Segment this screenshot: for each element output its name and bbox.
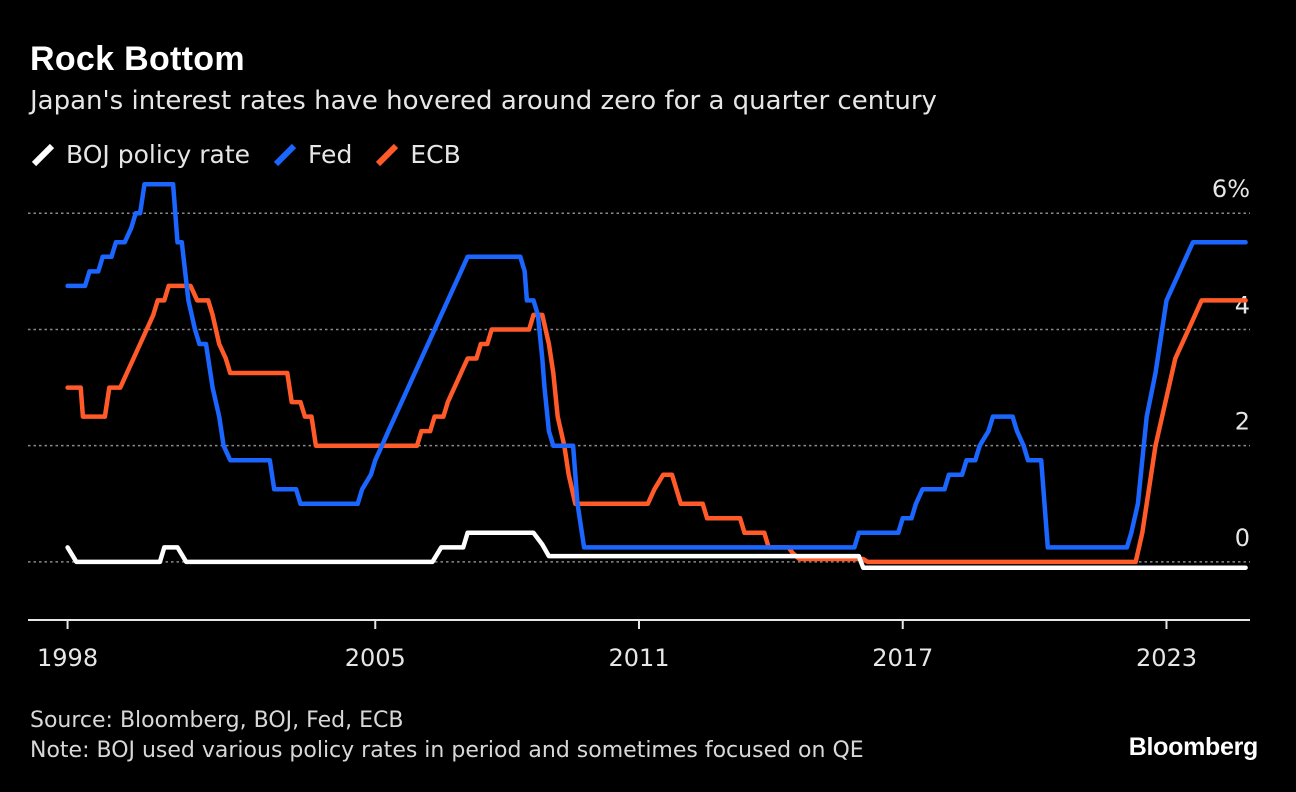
legend-item: BOJ policy rate bbox=[30, 140, 250, 169]
methodology-note: Note: BOJ used various policy rates in p… bbox=[30, 738, 864, 763]
y-tick-label: 0 bbox=[1235, 524, 1250, 552]
legend-item: Fed bbox=[272, 140, 352, 169]
legend-swatch-icon bbox=[272, 142, 298, 168]
y-tick-label: 4 bbox=[1235, 291, 1250, 319]
legend-label: BOJ policy rate bbox=[66, 140, 251, 169]
source-note: Source: Bloomberg, BOJ, Fed, ECB bbox=[30, 708, 404, 733]
legend-item: ECB bbox=[374, 140, 461, 169]
legend-label: ECB bbox=[410, 140, 461, 169]
legend-label: Fed bbox=[308, 140, 353, 169]
bloomberg-logo: Bloomberg bbox=[1128, 733, 1259, 761]
legend-swatch-icon bbox=[30, 142, 56, 168]
x-tick-label: 2023 bbox=[1136, 644, 1197, 672]
x-tick-label: 2005 bbox=[345, 644, 406, 672]
x-tick-label: 2017 bbox=[872, 644, 933, 672]
chart-subtitle: Japan's interest rates have hovered arou… bbox=[30, 86, 937, 116]
series-line-boj-policy-rate bbox=[65, 530, 1248, 570]
x-tick-label: 2011 bbox=[608, 644, 669, 672]
series-line-ecb bbox=[65, 283, 1248, 565]
y-tick-label: 2 bbox=[1235, 408, 1250, 436]
legend: BOJ policy rate Fed ECB bbox=[30, 140, 483, 169]
chart-title: Rock Bottom bbox=[30, 40, 245, 78]
series-line-fed bbox=[65, 181, 1248, 550]
y-tick-label: 6% bbox=[1212, 175, 1250, 203]
legend-swatch-icon bbox=[374, 142, 400, 168]
x-tick-label: 1998 bbox=[37, 644, 98, 672]
